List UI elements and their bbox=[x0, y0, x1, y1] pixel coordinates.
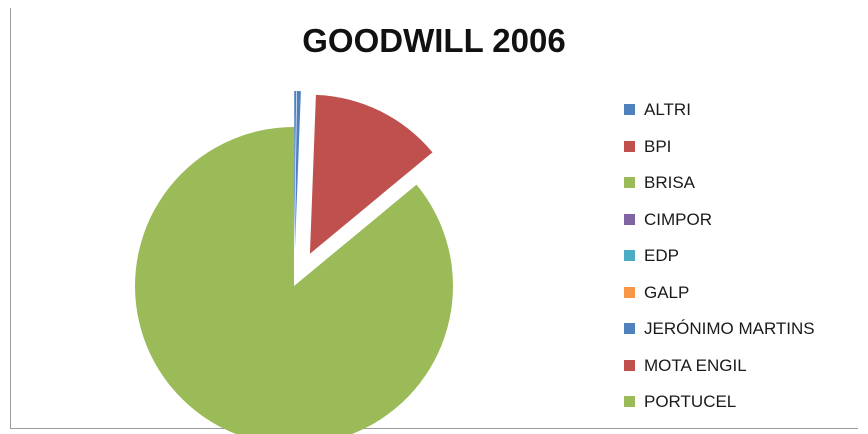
legend-label: MOTA ENGIL bbox=[644, 355, 747, 375]
legend-item: MOTA ENGIL bbox=[624, 356, 815, 393]
legend-label: PORTUCEL bbox=[644, 392, 737, 411]
legend-swatch bbox=[624, 250, 635, 261]
legend-label: BRISA bbox=[644, 173, 696, 192]
pie-slice-portucel bbox=[135, 127, 453, 434]
legend-item: CIMPOR bbox=[624, 210, 815, 247]
chart-legend: ALTRI BPI BRISA CIMPOR EDP GALP JERÓNIMO MARTI… bbox=[624, 100, 815, 429]
legend-label: BPI bbox=[644, 136, 672, 156]
pie-slice-mota-engil bbox=[309, 94, 433, 254]
legend-item: BRISA bbox=[624, 173, 815, 210]
legend-swatch bbox=[624, 396, 635, 407]
pie-slice-jer-nimo-martins bbox=[294, 91, 301, 251]
chart-title: GOODWILL 2006 bbox=[302, 22, 566, 59]
legend-swatch bbox=[624, 323, 635, 334]
pie-slice-altri bbox=[294, 91, 297, 251]
legend-item: BPI bbox=[624, 137, 815, 174]
legend-swatch bbox=[624, 177, 635, 188]
legend-item: JERÓNIMO MARTINS bbox=[624, 319, 815, 356]
legend-item: GALP bbox=[624, 283, 815, 320]
legend-label: ALTRI bbox=[644, 100, 691, 119]
legend-label: GALP bbox=[644, 282, 690, 302]
legend-swatch bbox=[624, 140, 635, 152]
legend-swatch bbox=[624, 104, 635, 115]
legend-item: ALTRI bbox=[624, 100, 815, 137]
legend-item: EDP bbox=[624, 246, 815, 283]
legend-swatch bbox=[624, 286, 635, 298]
legend-label: CIMPOR bbox=[644, 209, 712, 229]
legend-swatch bbox=[624, 359, 635, 371]
legend-label: JERÓNIMO MARTINS bbox=[644, 319, 815, 338]
legend-swatch bbox=[624, 213, 635, 225]
legend-item: PORTUCEL bbox=[624, 392, 815, 429]
legend-label: EDP bbox=[644, 246, 679, 265]
